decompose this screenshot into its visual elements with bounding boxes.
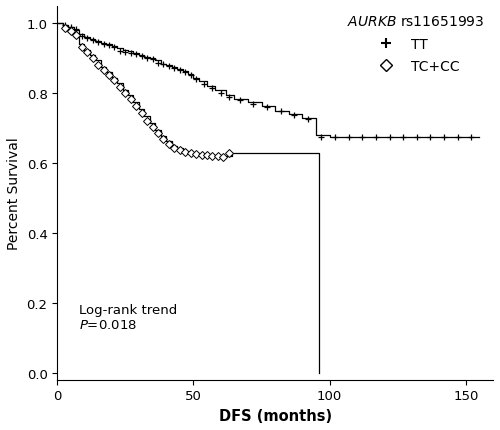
Legend: TT, TC+CC: TT, TC+CC [342,10,490,79]
X-axis label: DFS (months): DFS (months) [218,408,332,423]
Text: Log-rank trend
$P$=0.018: Log-rank trend $P$=0.018 [79,303,178,331]
Y-axis label: Percent Survival: Percent Survival [7,137,21,250]
